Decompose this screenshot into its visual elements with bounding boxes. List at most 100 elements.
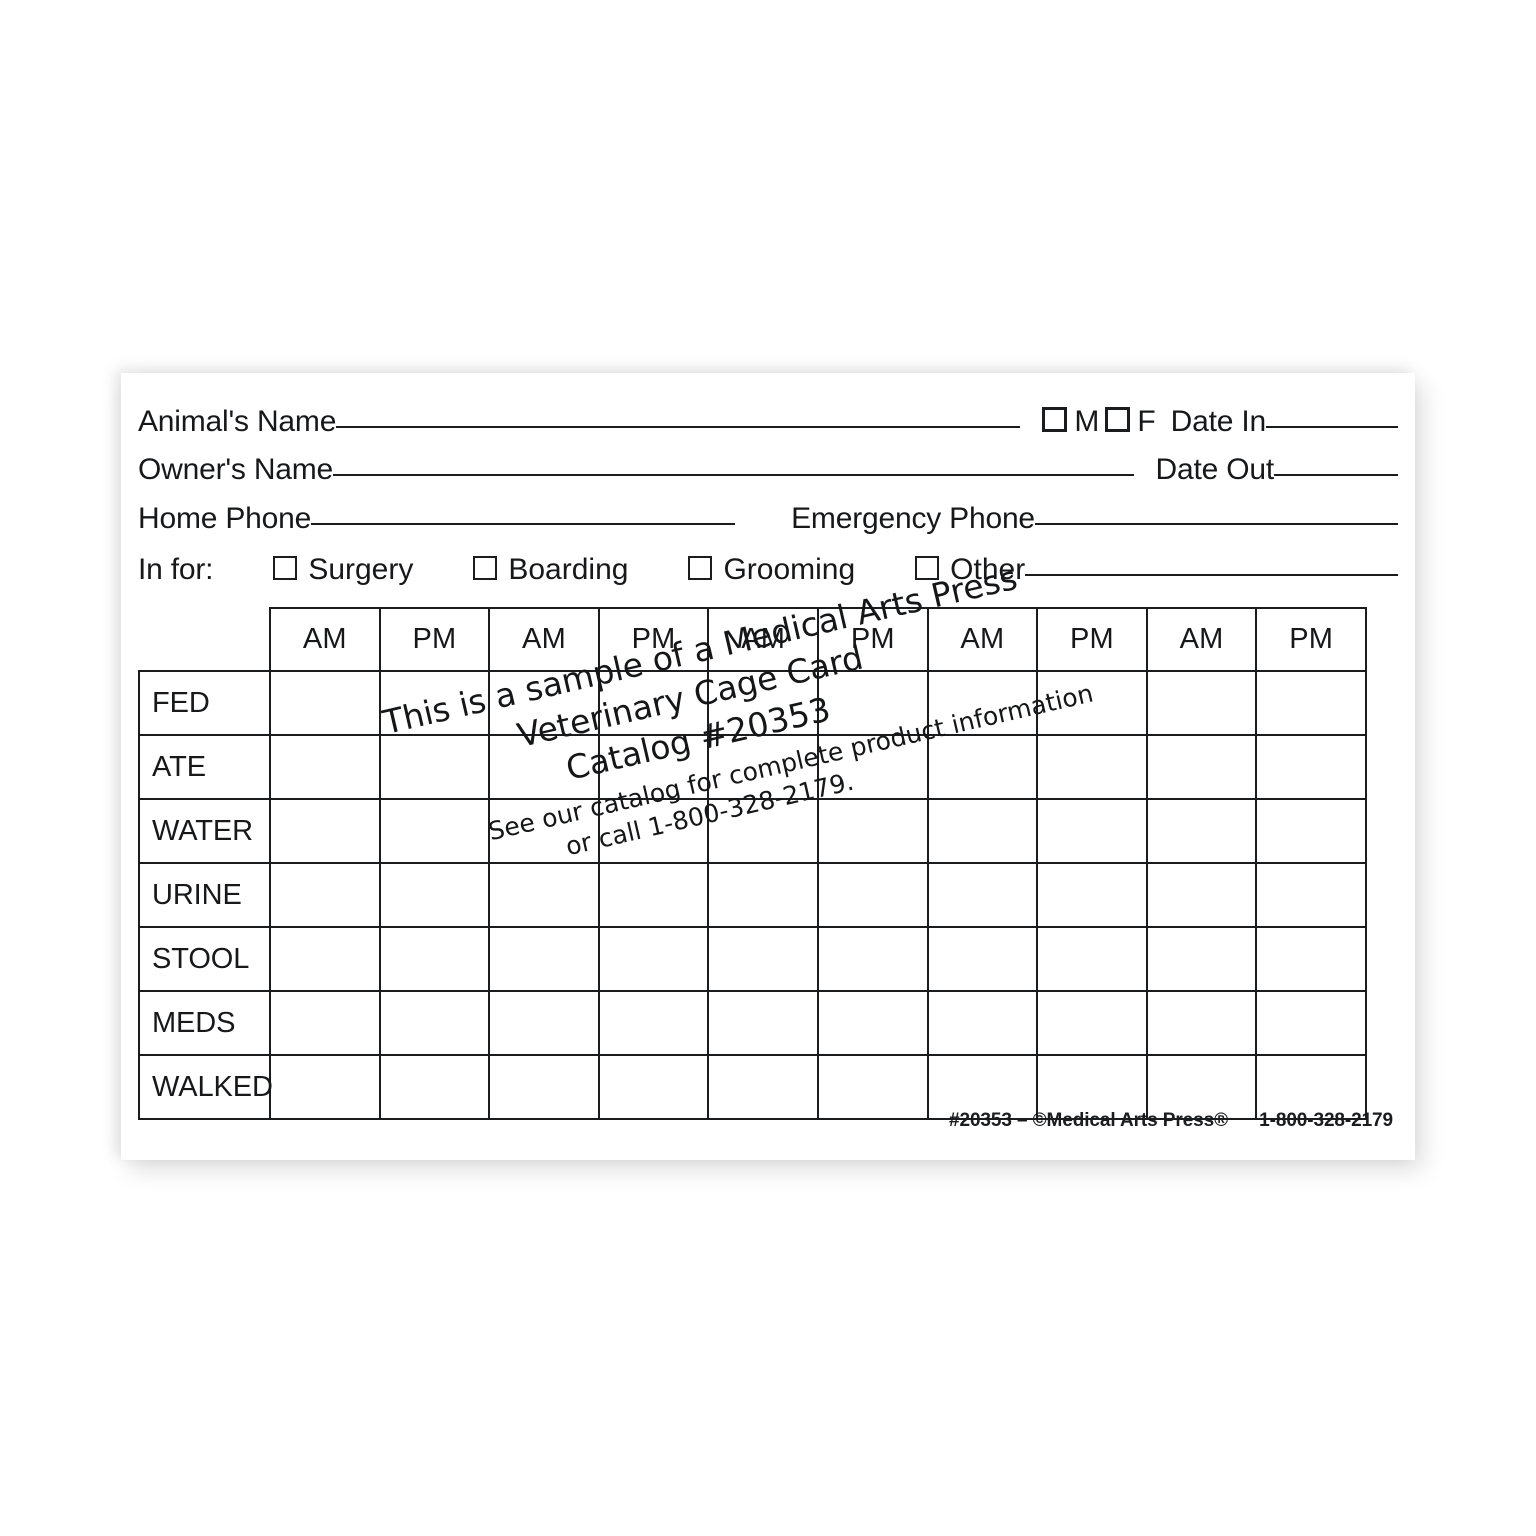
- cell-meds-am-3[interactable]: [707, 990, 819, 1056]
- checkbox-other[interactable]: [915, 556, 940, 580]
- checkbox-female[interactable]: [1105, 407, 1131, 432]
- emergency-phone-input[interactable]: [1034, 523, 1398, 525]
- cell-meds-pm-5[interactable]: [1255, 990, 1367, 1056]
- cell-walked-am-2[interactable]: [488, 1054, 600, 1120]
- date-in-input[interactable]: [1266, 426, 1398, 428]
- cell-urine-am-3[interactable]: [707, 862, 819, 928]
- cell-ate-pm-1[interactable]: [378, 734, 491, 800]
- cell-ate-am-5[interactable]: [1145, 734, 1258, 800]
- owner-name-label: Owner's Name: [138, 453, 334, 486]
- cell-stool-am-4[interactable]: [926, 926, 1039, 992]
- cell-walked-am-5[interactable]: [1145, 1054, 1258, 1120]
- checkbox-boarding[interactable]: [473, 556, 498, 580]
- other-input[interactable]: [1025, 574, 1398, 576]
- row-animal-name: Animal's Name M F Date In: [138, 405, 1398, 449]
- cell-fed-am-5[interactable]: [1145, 670, 1258, 736]
- cell-urine-pm-4[interactable]: [1036, 862, 1148, 928]
- cell-urine-am-5[interactable]: [1145, 862, 1258, 928]
- cell-stool-pm-2[interactable]: [597, 926, 710, 992]
- cell-fed-pm-3[interactable]: [816, 670, 929, 736]
- cell-meds-am-5[interactable]: [1145, 990, 1258, 1056]
- owner-name-input[interactable]: [333, 474, 1134, 476]
- cell-stool-am-2[interactable]: [488, 926, 600, 992]
- cell-ate-am-2[interactable]: [488, 734, 600, 800]
- cell-urine-pm-3[interactable]: [816, 862, 929, 928]
- cell-water-pm-4[interactable]: [1036, 798, 1148, 864]
- cell-fed-pm-1[interactable]: [378, 670, 491, 736]
- cell-fed-pm-4[interactable]: [1036, 670, 1148, 736]
- cell-walked-am-1[interactable]: [269, 1054, 381, 1120]
- cell-water-pm-1[interactable]: [378, 798, 491, 864]
- row-in-for: In for: Surgery Boarding Grooming Other: [138, 553, 1398, 597]
- cell-ate-am-1[interactable]: [269, 734, 381, 800]
- cell-fed-am-1[interactable]: [269, 670, 381, 736]
- cell-fed-am-3[interactable]: [707, 670, 819, 736]
- cell-walked-pm-2[interactable]: [597, 1054, 710, 1120]
- date-out-input[interactable]: [1274, 474, 1398, 476]
- cell-meds-pm-3[interactable]: [816, 990, 929, 1056]
- cell-urine-am-4[interactable]: [926, 862, 1039, 928]
- cell-meds-pm-4[interactable]: [1036, 990, 1148, 1056]
- in-for-label: In for:: [138, 553, 214, 586]
- cell-ate-am-3[interactable]: [707, 734, 819, 800]
- checkbox-grooming[interactable]: [688, 556, 713, 580]
- cell-ate-pm-3[interactable]: [816, 734, 929, 800]
- option-grooming[interactable]: Grooming: [688, 553, 855, 587]
- animal-name-input[interactable]: [336, 426, 1021, 428]
- date-in-label: Date In: [1170, 405, 1267, 438]
- cell-stool-am-3[interactable]: [707, 926, 819, 992]
- row-label-stool: STOOL: [138, 926, 271, 992]
- option-surgery[interactable]: Surgery: [273, 553, 413, 587]
- cell-meds-pm-2[interactable]: [597, 990, 710, 1056]
- checkbox-surgery[interactable]: [273, 556, 298, 580]
- cell-ate-pm-5[interactable]: [1255, 734, 1367, 800]
- option-boarding[interactable]: Boarding: [473, 553, 628, 587]
- cell-fed-pm-2[interactable]: [597, 670, 710, 736]
- male-label: M: [1074, 405, 1100, 438]
- cell-urine-pm-2[interactable]: [597, 862, 710, 928]
- cell-walked-am-3[interactable]: [707, 1054, 819, 1120]
- cell-water-pm-3[interactable]: [816, 798, 929, 864]
- cell-meds-pm-1[interactable]: [378, 990, 491, 1056]
- cell-ate-am-4[interactable]: [926, 734, 1039, 800]
- column-header-pm-5: PM: [1255, 607, 1367, 672]
- cell-stool-pm-1[interactable]: [378, 926, 491, 992]
- home-phone-input[interactable]: [311, 523, 736, 525]
- cell-water-pm-5[interactable]: [1255, 798, 1367, 864]
- cell-stool-pm-5[interactable]: [1255, 926, 1367, 992]
- cell-water-am-4[interactable]: [926, 798, 1039, 864]
- cell-water-am-1[interactable]: [269, 798, 381, 864]
- cell-stool-pm-4[interactable]: [1036, 926, 1148, 992]
- cell-stool-am-5[interactable]: [1145, 926, 1258, 992]
- row-label-water: WATER: [138, 798, 271, 864]
- cell-meds-am-1[interactable]: [269, 990, 381, 1056]
- row-label-ate: ATE: [138, 734, 271, 800]
- cell-fed-am-2[interactable]: [488, 670, 600, 736]
- cell-walked-pm-1[interactable]: [378, 1054, 491, 1120]
- cell-urine-pm-1[interactable]: [378, 862, 491, 928]
- column-header-pm-4: PM: [1036, 607, 1148, 672]
- cell-walked-pm-5[interactable]: [1255, 1054, 1367, 1120]
- option-other[interactable]: Other: [915, 553, 1025, 587]
- cell-ate-pm-4[interactable]: [1036, 734, 1148, 800]
- cell-fed-am-4[interactable]: [926, 670, 1039, 736]
- cell-water-am-5[interactable]: [1145, 798, 1258, 864]
- cell-water-am-2[interactable]: [488, 798, 600, 864]
- cell-water-pm-2[interactable]: [597, 798, 710, 864]
- cell-walked-am-4[interactable]: [926, 1054, 1039, 1120]
- cell-water-am-3[interactable]: [707, 798, 819, 864]
- checkbox-male[interactable]: [1042, 407, 1068, 432]
- cell-meds-am-2[interactable]: [488, 990, 600, 1056]
- cell-ate-pm-2[interactable]: [597, 734, 710, 800]
- cell-fed-pm-5[interactable]: [1255, 670, 1367, 736]
- cell-urine-pm-5[interactable]: [1255, 862, 1367, 928]
- table-head: AM PM AM PM AM PM AM PM AM PM: [139, 607, 1367, 672]
- cell-meds-am-4[interactable]: [926, 990, 1039, 1056]
- cell-walked-pm-3[interactable]: [816, 1054, 929, 1120]
- cell-urine-am-2[interactable]: [488, 862, 600, 928]
- cell-stool-pm-3[interactable]: [816, 926, 929, 992]
- cell-urine-am-1[interactable]: [269, 862, 381, 928]
- cell-stool-am-1[interactable]: [269, 926, 381, 992]
- home-phone-label: Home Phone: [138, 502, 312, 535]
- cell-walked-pm-4[interactable]: [1036, 1054, 1148, 1120]
